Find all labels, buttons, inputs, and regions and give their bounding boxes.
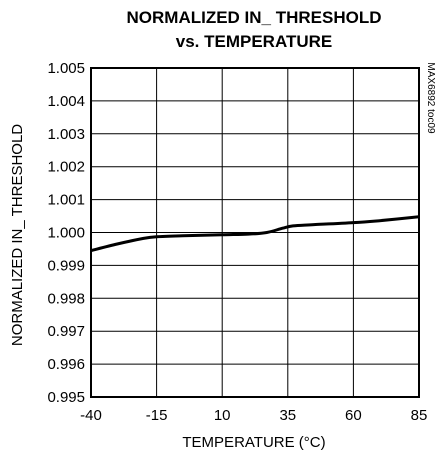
y-tick-label: 0.995	[47, 389, 85, 406]
x-tick-label: 60	[345, 407, 362, 424]
x-tick-label: 35	[279, 407, 296, 424]
part-number-label: MAX6892 toc09	[425, 62, 436, 134]
x-tick-label: -40	[80, 407, 102, 424]
grid	[91, 68, 419, 397]
y-axis-label: NORMALIZED IN_ THRESHOLD	[9, 124, 26, 346]
tick-labels: -40 -15 10 35 60 85 0.995 0.996 0.997 0.998 0.999 1…	[47, 60, 427, 424]
series-line	[90, 215, 420, 253]
y-tick-label: 0.999	[47, 257, 85, 274]
x-tick-label: -15	[146, 407, 168, 424]
y-tick-label: 1.004	[47, 93, 85, 110]
y-tick-label: 1.005	[47, 60, 85, 77]
x-tick-label: 10	[214, 407, 231, 424]
series-group	[90, 215, 420, 253]
y-tick-label: 0.998	[47, 290, 85, 307]
chart-title-line2: vs. TEMPERATURE	[176, 32, 333, 51]
y-tick-label: 0.997	[47, 323, 85, 340]
plot-frame	[90, 67, 420, 398]
y-tick-label: 1.000	[47, 225, 85, 242]
chart-title-line1: NORMALIZED IN_ THRESHOLD	[127, 8, 382, 27]
y-tick-label: 0.996	[47, 356, 85, 373]
y-tick-label: 1.002	[47, 159, 85, 176]
x-tick-label: 85	[411, 407, 428, 424]
y-tick-label: 1.001	[47, 192, 85, 209]
x-axis-label: TEMPERATURE (°C)	[182, 434, 325, 451]
y-tick-label: 1.003	[47, 126, 85, 143]
